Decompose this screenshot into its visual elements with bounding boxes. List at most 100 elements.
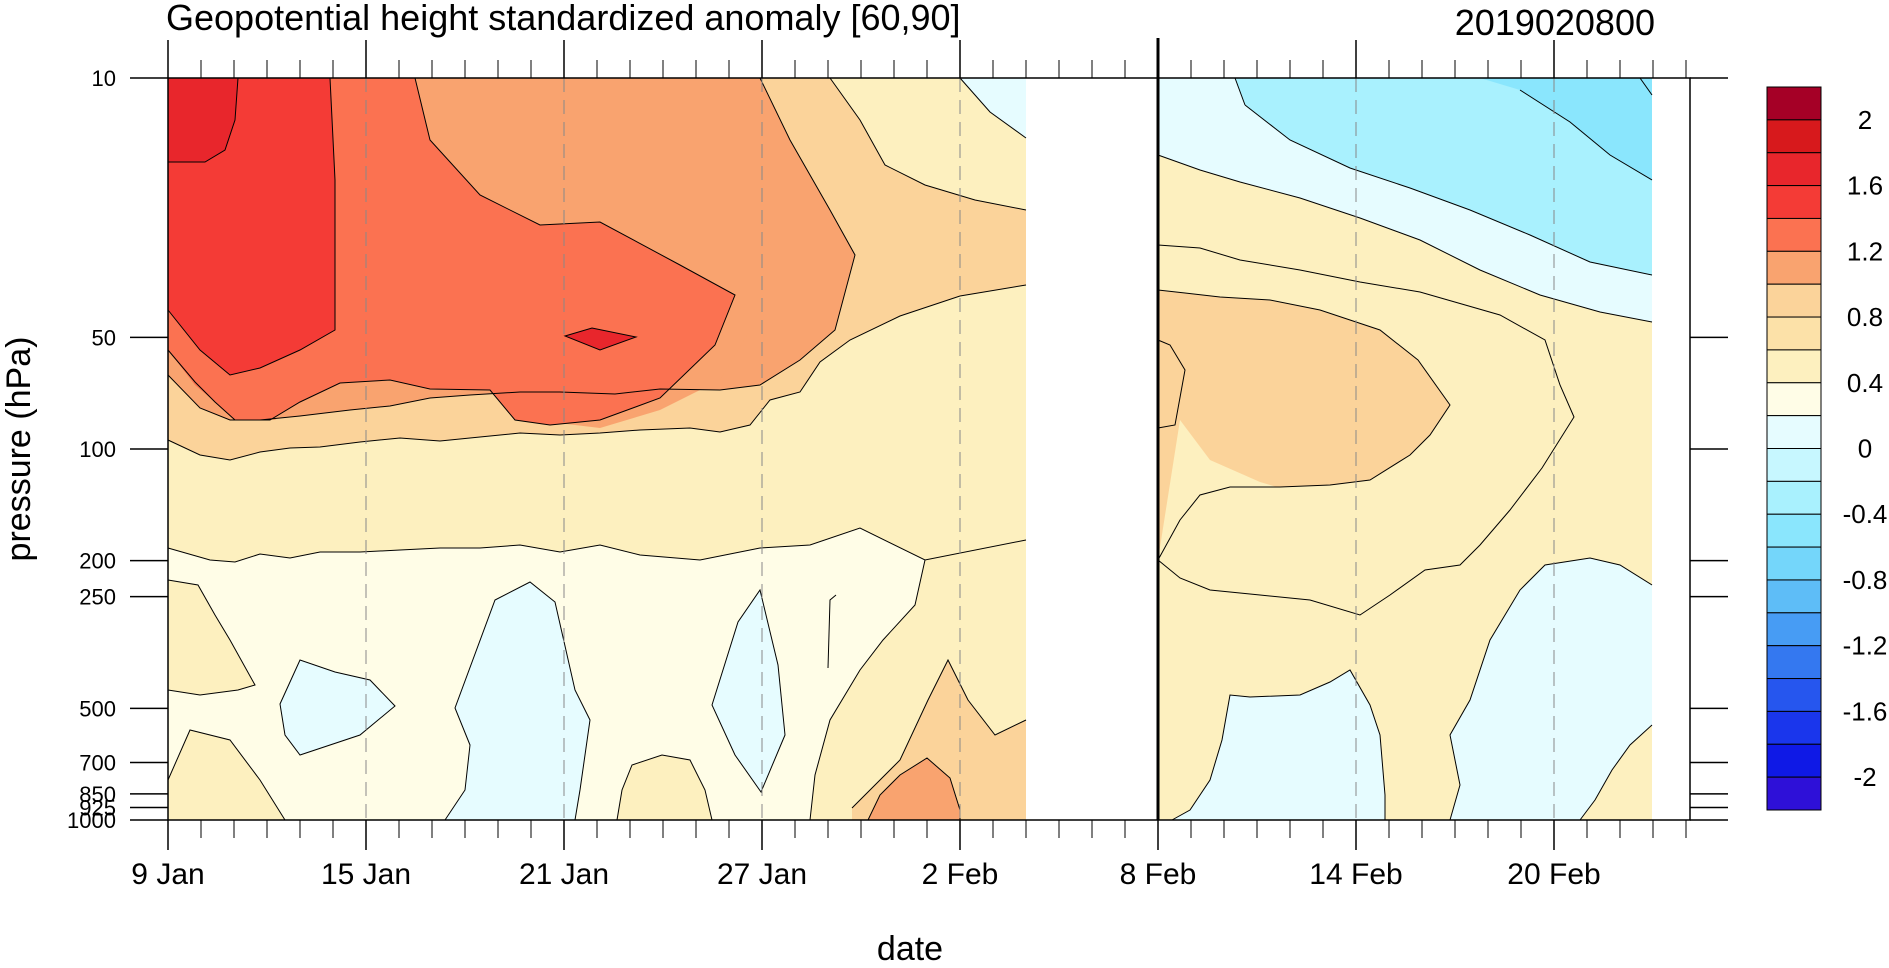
forecast-line-short bbox=[1234, 77, 1246, 106]
forecast-neg0.2-right bbox=[1450, 558, 1652, 820]
region-0.2-top bbox=[168, 78, 1026, 210]
colorbar-swatch bbox=[1766, 316, 1822, 351]
contour-line-pocket bbox=[616, 754, 713, 821]
forecast-neg0.4 bbox=[1235, 78, 1652, 275]
colorbar-swatch bbox=[1766, 645, 1822, 680]
forecast-line-neg0.4 bbox=[1519, 89, 1653, 181]
colorbar-label: 0 bbox=[1858, 434, 1872, 464]
contour-line-0.4 bbox=[167, 527, 1027, 563]
contour-line-1.0 bbox=[167, 77, 736, 426]
forecast-line-neg-lower bbox=[1171, 669, 1386, 821]
y-tick-label: 250 bbox=[79, 585, 116, 610]
x-tick-label: 20 Feb bbox=[1507, 858, 1600, 891]
contour-line-1.4-small bbox=[563, 327, 638, 351]
colorbar-label: 0.4 bbox=[1847, 368, 1883, 398]
colorbar-swatch bbox=[1766, 546, 1822, 581]
x-tick-label: 9 Jan bbox=[131, 858, 204, 891]
region-1.6 bbox=[168, 78, 238, 162]
colorbar-swatch bbox=[1766, 382, 1822, 417]
forecast-neg0.2-lower bbox=[1172, 670, 1385, 820]
colorbar-label: -0.8 bbox=[1843, 565, 1888, 595]
forecast-line-neg0.2 bbox=[1244, 104, 1653, 276]
forecast-line-neg-right bbox=[1449, 557, 1653, 821]
y-tick-label: 1000 bbox=[67, 808, 116, 833]
analysis-date-label: 2019020800 bbox=[1455, 2, 1655, 43]
colorbar-swatch bbox=[1766, 612, 1822, 647]
colorbar-label: -0.4 bbox=[1843, 499, 1888, 529]
contour-line-0.2-bottom bbox=[167, 729, 286, 821]
colorbar-label: -2 bbox=[1853, 762, 1876, 792]
x-tick-label: 8 Feb bbox=[1120, 858, 1197, 891]
y-tick-label: 10 bbox=[92, 66, 116, 91]
plot-axes: 9 Jan 15 Jan 21 Jan 27 Jan 2 Feb 8 Feb 14 Feb 2… bbox=[67, 38, 1728, 891]
colorbar-swatch bbox=[1766, 217, 1822, 252]
data-gap bbox=[1059, 77, 1158, 821]
colorbar-swatch bbox=[1766, 349, 1822, 384]
colorbar-label: 2 bbox=[1858, 105, 1872, 135]
colorbar-swatch bbox=[1766, 119, 1822, 154]
x-axis-label: date bbox=[877, 930, 943, 963]
colorbar-swatch bbox=[1766, 579, 1822, 614]
colorbar-swatch bbox=[1766, 152, 1822, 187]
colorbar-swatch bbox=[1766, 743, 1822, 778]
y-tick-label: 850 bbox=[79, 782, 116, 807]
x-tick-label: 2 Feb bbox=[922, 858, 999, 891]
forecast-neg0.6 bbox=[1480, 78, 1652, 180]
colorbar-swatch bbox=[1766, 415, 1822, 449]
y-axis-label: pressure (hPa) bbox=[0, 337, 38, 562]
forecast-line-corner bbox=[1639, 77, 1653, 96]
y-tick-label: 700 bbox=[79, 751, 116, 776]
y-tick-label: 50 bbox=[92, 325, 116, 350]
region-0.2-pocket bbox=[617, 755, 712, 820]
contour-lines bbox=[167, 77, 1653, 821]
contour-line-0.2 bbox=[829, 77, 1027, 211]
region-neg0.2-top bbox=[960, 78, 1026, 138]
contour-line-1.2 bbox=[167, 77, 336, 376]
region-neg0.2-right bbox=[712, 590, 785, 792]
contour-line-0.6 bbox=[167, 284, 1027, 461]
contour-line-neg-mid bbox=[279, 659, 396, 756]
colorbar-label: -1.2 bbox=[1843, 631, 1888, 661]
y-tick-label: 500 bbox=[79, 696, 116, 721]
x-tick-label: 21 Jan bbox=[519, 858, 609, 891]
contour-line-0.0 bbox=[959, 77, 1027, 139]
contour-line-neg-right bbox=[711, 588, 786, 794]
contour-fields bbox=[168, 78, 1652, 820]
region-0.8-lower-right bbox=[868, 758, 960, 820]
colorbar-swatch bbox=[1766, 710, 1822, 745]
forecast-line-neg-corner bbox=[1579, 724, 1653, 821]
contour-line-neg-center bbox=[444, 581, 591, 821]
contour-line-lower-right bbox=[809, 559, 926, 821]
forecast-line-0.6-edge bbox=[1157, 339, 1186, 429]
x-tick-label: 14 Feb bbox=[1309, 858, 1402, 891]
colorbar-swatch bbox=[1766, 678, 1822, 712]
colorbar-swatch bbox=[1766, 776, 1822, 811]
contour-line-1.4 bbox=[168, 77, 239, 163]
region-neg0.2-center bbox=[445, 582, 590, 820]
y-tick-label: 925 bbox=[79, 795, 116, 820]
x-tick-label: 15 Jan bbox=[321, 858, 411, 891]
colorbar-label: 1.2 bbox=[1847, 236, 1883, 266]
colorbar-swatch bbox=[1766, 448, 1822, 482]
colorbar-label: 1.6 bbox=[1847, 171, 1883, 201]
contour-line-0.8 bbox=[167, 77, 856, 421]
colorbar-swatch bbox=[1766, 185, 1822, 219]
y-tick-label: 200 bbox=[79, 549, 116, 574]
colorbar: 2 1.6 1.2 0.8 0.4 0 -0.4 -0.8 -1.2 -1.6 -2 bbox=[1766, 86, 1888, 811]
region-0.2-low-left bbox=[168, 580, 255, 695]
colorbar-swatch bbox=[1766, 283, 1822, 318]
colorbar-swatch bbox=[1766, 480, 1822, 515]
colorbar-swatch bbox=[1766, 86, 1822, 121]
colorbar-label: 0.8 bbox=[1847, 302, 1883, 332]
region-0.2-bottom-left bbox=[168, 730, 285, 820]
forecast-line-0.0 bbox=[1157, 154, 1653, 323]
chart-title: Geopotential height standardized anomaly… bbox=[166, 0, 961, 38]
contour-line-0.6-lower bbox=[851, 658, 1027, 809]
colorbar-label: -1.6 bbox=[1843, 696, 1888, 726]
x-tick-label: 27 Jan bbox=[717, 858, 807, 891]
contour-line-0.2-lower bbox=[167, 579, 256, 696]
forecast-0.2-mid bbox=[1158, 410, 1574, 615]
y-tick-label: 100 bbox=[79, 437, 116, 462]
